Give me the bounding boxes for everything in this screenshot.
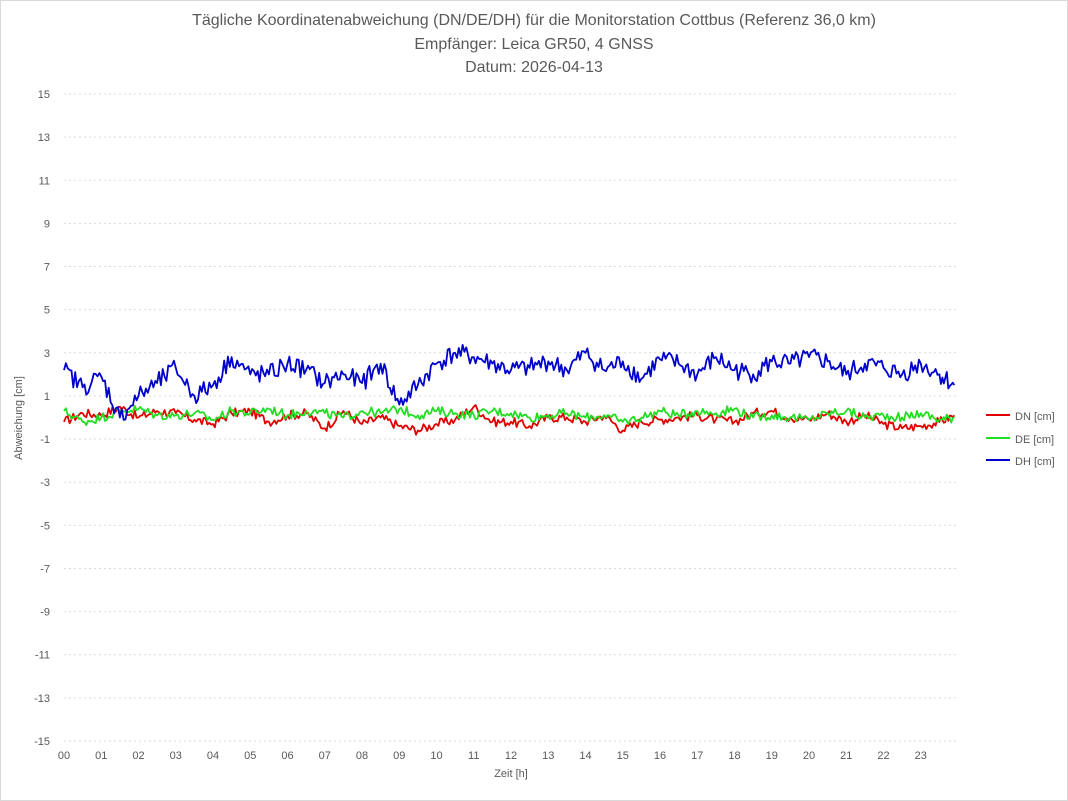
legend-swatch-dh [986,459,1010,462]
x-tick-label: 03 [170,750,182,762]
y-tick-label: -15 [34,736,50,748]
x-tick-label: 02 [132,750,144,762]
x-tick-label: 05 [244,750,256,762]
y-tick-label: 5 [44,305,50,317]
series-lines [63,343,956,436]
gridlines [64,93,958,742]
x-tick-label: 23 [915,750,927,762]
legend-swatch-dn [986,414,1010,417]
legend-item-dh: DH [cm] [986,456,1055,470]
x-tick-label: 11 [468,750,479,762]
y-tick-label: 15 [38,89,50,101]
legend-label-dn: DN [cm] [1015,411,1055,423]
x-tick-label: 12 [505,750,517,762]
y-tick-label: -1 [40,434,50,446]
y-tick-label: 1 [44,391,50,403]
x-tick-label: 18 [728,750,740,762]
y-tick-label: -5 [40,520,50,532]
chart-title: Tägliche Koordinatenabweichung (DN/DE/DH… [192,12,876,29]
x-tick-label: 22 [877,750,889,762]
legend-label-de: DE [cm] [1015,434,1055,446]
y-axis-label: Abweichung [cm] [13,376,25,460]
legend-swatch-de [986,437,1010,440]
chart-subtitle-date: Datum: 2026-04-13 [465,59,603,76]
x-tick-label: 15 [617,750,629,762]
x-tick-label: 21 [840,750,852,762]
y-tick-label: -9 [40,607,50,619]
x-tick-label: 06 [281,750,293,762]
series-line-dh [63,343,956,421]
legend-label-dh: DH [cm] [1015,456,1055,468]
x-tick-label: 08 [356,750,368,762]
y-tick-label: 9 [44,218,50,230]
x-tick-label: 00 [58,750,70,762]
x-tick-label: 14 [579,750,591,762]
x-tick-label: 09 [393,750,405,762]
x-tick-label: 16 [654,750,666,762]
y-tick-label: -7 [40,563,50,575]
x-tick-label: 13 [542,750,554,762]
legend-item-dn: DN [cm] [986,411,1055,425]
y-tick-label: -3 [40,477,50,489]
x-tick-label: 01 [95,750,107,762]
y-tick-label: -13 [34,693,50,705]
x-tick-label: 19 [766,750,778,762]
y-tick-label: 7 [44,262,50,274]
series-line-de [63,404,955,427]
y-tick-label: 3 [44,348,50,360]
x-tick-label: 07 [319,750,331,762]
series-line-dn [63,404,956,436]
x-tick-label: 17 [691,750,703,762]
x-tick-label: 04 [207,750,219,762]
chart-subtitle-receiver: Empfänger: Leica GR50, 4 GNSS [414,36,654,53]
y-tick-label: -11 [35,650,50,662]
x-tick-label: 20 [803,750,815,762]
y-tick-label: 11 [39,175,50,187]
y-tick-labels: 15 13 11 9 7 5 3 1 -1 -3 -5 -7 -9 -11 -13 -15 [34,89,50,748]
x-axis-label: Zeit [h] [494,768,528,780]
legend-item-de: DE [cm] [986,434,1054,448]
x-tick-labels: 00 01 02 03 04 05 06 07 08 09 10 11 12 13 14 15 16 17 18 19… [58,750,927,762]
x-tick-label: 10 [430,750,442,762]
y-tick-label: 13 [38,132,50,144]
